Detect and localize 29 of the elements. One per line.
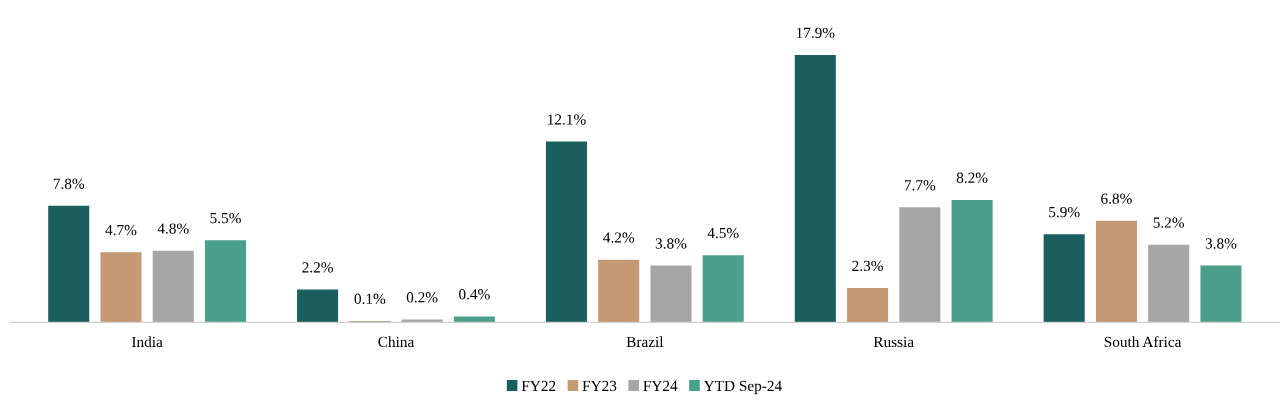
data-label: 8.2% <box>956 172 988 183</box>
data-label: 5.2% <box>1153 217 1185 228</box>
data-label: 2.3% <box>852 260 883 272</box>
data-label: 4.5% <box>707 227 739 239</box>
data-label: 0.1% <box>354 293 386 304</box>
data-label: 7.8% <box>53 178 85 189</box>
legend-label: YTD Sep-24 <box>703 380 782 395</box>
data-label: 0.4% <box>459 289 490 300</box>
data-label: 7.7% <box>904 180 936 191</box>
data-label: 12.1% <box>548 114 586 125</box>
x-tick-label: Brazil <box>626 336 664 348</box>
data-label: 0.2% <box>406 292 438 303</box>
x-tick-label: China <box>378 336 415 348</box>
data-label: 3.8% <box>655 238 687 249</box>
data-label: 6.8% <box>1101 193 1132 204</box>
x-tick-label: South Africa <box>1104 336 1182 348</box>
data-label: 4.8% <box>157 223 189 234</box>
data-label: 4.7% <box>105 224 137 236</box>
legend-label: FY22 <box>521 380 556 391</box>
data-label: 5.9% <box>1049 206 1080 218</box>
data-label: 4.2% <box>603 232 635 243</box>
x-tick-label: Russia <box>873 336 914 348</box>
legend-label: FY23 <box>582 380 617 392</box>
data-label: 2.2% <box>302 262 333 273</box>
x-tick-label: India <box>131 336 163 348</box>
data-label: 3.8% <box>1205 238 1237 249</box>
data-label: 17.9% <box>796 27 835 39</box>
legend-label: FY24 <box>643 380 678 391</box>
data-label: 5.5% <box>210 212 241 224</box>
